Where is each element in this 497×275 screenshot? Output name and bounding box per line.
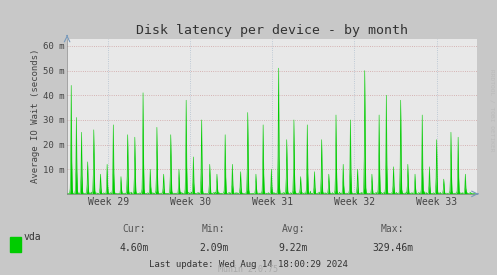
Text: Max:: Max: — [381, 224, 405, 234]
Text: vda: vda — [24, 232, 41, 242]
Text: RRDTOOL / TOBI OETIKER: RRDTOOL / TOBI OETIKER — [490, 69, 495, 151]
Y-axis label: Average IO Wait (seconds): Average IO Wait (seconds) — [31, 49, 40, 183]
Text: Last update: Wed Aug 14 18:00:29 2024: Last update: Wed Aug 14 18:00:29 2024 — [149, 260, 348, 269]
Text: Avg:: Avg: — [281, 224, 305, 234]
Text: 4.60m: 4.60m — [119, 243, 149, 253]
Text: 329.46m: 329.46m — [372, 243, 413, 253]
Text: Munin 2.0.75: Munin 2.0.75 — [219, 265, 278, 274]
Title: Disk latency per device - by month: Disk latency per device - by month — [136, 24, 408, 37]
Text: 9.22m: 9.22m — [278, 243, 308, 253]
Text: Cur:: Cur: — [122, 224, 146, 234]
Text: Min:: Min: — [202, 224, 226, 234]
Text: 2.09m: 2.09m — [199, 243, 229, 253]
